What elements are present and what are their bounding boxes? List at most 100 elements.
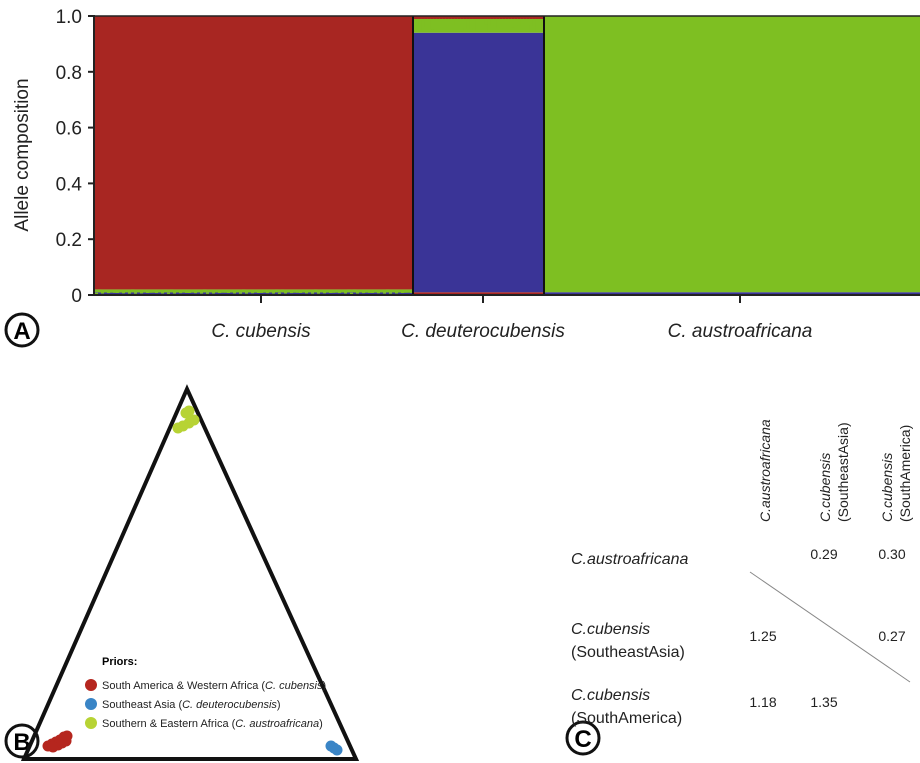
individual-bar <box>469 16 473 19</box>
individual-bar <box>505 18 509 30</box>
individual-bar <box>275 292 279 295</box>
individual-bar <box>386 289 390 293</box>
individual-bar <box>149 292 153 295</box>
individual-bar <box>377 291 381 294</box>
individual-bar <box>101 291 105 294</box>
individual-bar <box>290 291 294 294</box>
individual-bar <box>254 292 258 295</box>
y-tick-label: 0.4 <box>56 174 83 195</box>
individual-bar <box>445 18 450 26</box>
individual-bar <box>206 292 210 294</box>
individual-bar <box>98 289 102 293</box>
individual-bar <box>538 18 542 31</box>
individual-bar <box>463 18 467 29</box>
individual-bar <box>95 292 99 294</box>
individual-bar <box>179 291 183 294</box>
individual-bar <box>439 18 444 28</box>
individual-bar <box>517 16 521 19</box>
individual-bar <box>535 16 539 19</box>
individual-bar <box>433 16 438 19</box>
column-header-sub: (SouthAmerica) <box>897 425 913 522</box>
individual-bar <box>140 291 144 294</box>
individual-bar <box>427 18 432 31</box>
individual-bar <box>260 292 264 295</box>
individual-bar <box>460 16 464 19</box>
individual-bar <box>185 292 189 295</box>
individual-bar <box>302 289 306 293</box>
structure-bars <box>94 15 920 295</box>
individual-bar <box>520 18 524 32</box>
individual-bar <box>472 16 476 19</box>
individual-bar <box>475 16 479 19</box>
individual-bar <box>170 292 174 295</box>
legend-entry: Southern & Eastern Africa (C. austroafri… <box>102 718 323 730</box>
individual-bar <box>104 292 108 295</box>
cluster-block <box>413 32 544 293</box>
individual-bar <box>134 292 138 294</box>
individual-bar <box>230 292 234 295</box>
individual-bar <box>374 292 378 295</box>
individual-bar <box>272 292 276 294</box>
individual-bar <box>170 289 174 293</box>
legend: South America & Western Africa (C. cuben… <box>85 679 326 730</box>
individual-bar <box>463 16 467 19</box>
individual-bar <box>389 292 393 294</box>
individual-bar <box>266 291 270 294</box>
individual-bar <box>418 18 423 26</box>
individual-bar <box>215 292 219 295</box>
table-cell: 1.18 <box>749 694 776 710</box>
individual-bar <box>532 16 536 19</box>
individual-bar <box>335 292 339 295</box>
individual-bar <box>395 291 399 294</box>
individual-bar <box>269 289 273 293</box>
individual-bar <box>263 292 267 295</box>
individual-bar <box>152 290 156 293</box>
x-axis-group-labels: C. cubensis C. deuterocubensis C. austroaf… <box>211 295 812 342</box>
individual-bar <box>380 292 384 295</box>
structure-plot: 0 0.2 0.4 0.6 0.8 1.0 C. cubensis C. deuterocu… <box>12 7 920 342</box>
individual-bar <box>164 289 168 293</box>
ternary-point <box>183 405 195 417</box>
individual-bar <box>245 292 249 294</box>
individual-bar <box>472 18 476 29</box>
individual-bar <box>430 18 435 30</box>
individual-bar <box>224 290 228 293</box>
individual-bar <box>317 292 321 294</box>
individual-bar <box>119 292 123 295</box>
individual-bar <box>200 292 204 294</box>
individual-bar <box>191 292 195 295</box>
individual-bar <box>203 292 207 295</box>
individual-bar <box>493 16 497 19</box>
individual-bar <box>296 292 300 295</box>
row-header: C.austroafricana <box>571 551 688 568</box>
individual-bar <box>508 18 512 31</box>
individual-bar <box>119 289 123 293</box>
individual-bar <box>239 292 243 294</box>
individual-bar <box>514 18 518 32</box>
individual-bar <box>107 291 111 294</box>
individual-bar <box>260 290 264 293</box>
individual-bar <box>529 18 533 26</box>
individual-bar <box>314 292 318 295</box>
x-group-label: C. deuterocubensis <box>401 321 565 342</box>
individual-bar <box>466 16 470 19</box>
individual-bar <box>505 16 509 19</box>
individual-bar <box>191 289 195 293</box>
individual-bar <box>466 18 470 30</box>
ternary-points <box>42 405 343 756</box>
legend-swatch <box>85 717 97 729</box>
individual-bar <box>347 292 351 295</box>
individual-bar <box>481 16 485 19</box>
individual-bar <box>526 16 530 19</box>
svg-text:C: C <box>574 726 591 753</box>
individual-bar <box>526 18 530 32</box>
individual-bar <box>392 292 396 295</box>
individual-bar <box>146 290 150 294</box>
individual-bar <box>424 18 429 28</box>
individual-bar <box>490 18 494 26</box>
individual-bar <box>404 290 408 293</box>
individual-bar <box>287 292 291 295</box>
individual-bar <box>398 289 402 293</box>
individual-bar <box>242 289 246 293</box>
ternary-plot: Priors: South America & Western Africa (… <box>20 384 360 761</box>
